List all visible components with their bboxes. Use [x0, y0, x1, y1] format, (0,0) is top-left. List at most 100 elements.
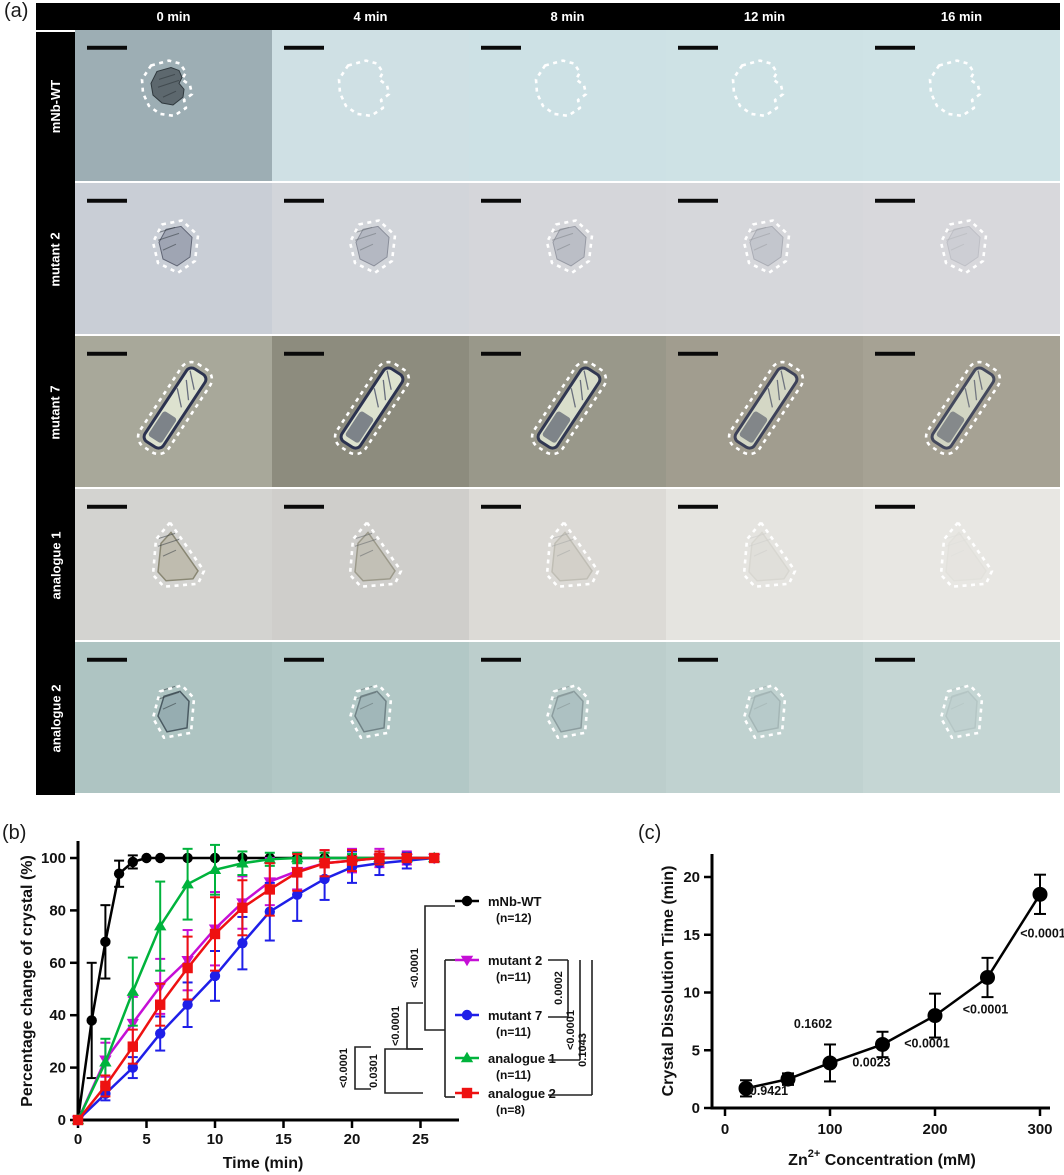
scale-bar: [87, 198, 127, 203]
micrograph-cell-r0-c2: [469, 30, 666, 183]
crystal: [354, 531, 396, 582]
crystal-outline: [742, 521, 797, 588]
scale-bar: [284, 45, 324, 50]
svg-text:5: 5: [692, 1042, 700, 1059]
pvalue-c-1: 0.1602: [794, 1017, 832, 1031]
crystal-outline: [151, 521, 206, 588]
pvalue-left-2: 0.0301: [368, 1054, 380, 1088]
pvalue-c-0: 0.9421: [750, 1084, 788, 1098]
micrograph-cell-r2-c0: [75, 336, 272, 489]
panel-b-label: (b): [2, 822, 27, 844]
chart-b-xlabel: Time (min): [223, 1155, 304, 1172]
scale-bar: [875, 45, 915, 50]
micrograph-cell-r4-c0: [75, 642, 272, 795]
micrograph-cell-r2-c1: [272, 336, 469, 489]
crystal-outline: [348, 219, 397, 275]
crystal: [157, 690, 190, 733]
svg-text:20: 20: [49, 1060, 66, 1077]
scale-bar: [678, 198, 718, 203]
scale-bar: [875, 198, 915, 203]
legend-name-3: analogue 1: [488, 1051, 556, 1066]
legend-name-4: analogue 2: [488, 1086, 556, 1101]
scale-bar: [481, 504, 521, 509]
svg-text:80: 80: [49, 902, 66, 919]
svg-text:100: 100: [817, 1121, 842, 1138]
pvalue-right-0: 0.0002: [553, 971, 565, 1005]
chart-b-ylabel: Percentage change of crystal (%): [19, 855, 36, 1107]
crystal: [945, 690, 978, 733]
scale-bar: [284, 351, 324, 356]
micrograph-cell-r0-c1: [272, 30, 469, 183]
micrograph-cell-r1-c4: [863, 183, 1060, 336]
scale-bar: [284, 657, 324, 662]
legend-n-2: (n=11): [496, 1025, 531, 1039]
micrograph-cell-r3-c4: [863, 489, 1060, 642]
crystal-outline: [534, 59, 588, 118]
scale-bar: [87, 504, 127, 509]
micrograph-cell-r2-c2: [469, 336, 666, 489]
pvalue-c-3: <0.0001: [904, 1037, 950, 1051]
scale-bar: [481, 351, 521, 356]
pvalue-left-3: <0.0001: [338, 1048, 350, 1088]
pvalue-left-0: <0.0001: [409, 948, 421, 988]
pvalue-right-2: 0.1043: [577, 1033, 589, 1067]
crystal-outline: [333, 360, 411, 456]
scale-bar: [284, 504, 324, 509]
svg-text:100: 100: [41, 850, 66, 867]
scale-bar: [678, 504, 718, 509]
panel-c-label: (c): [638, 822, 662, 844]
crystal-outline: [136, 360, 214, 456]
crystal-outline: [151, 219, 200, 275]
crystal: [742, 68, 775, 106]
scale-bar: [87, 351, 127, 356]
time-header-2: 8 min: [550, 9, 585, 24]
micrograph-cell-r4-c2: [469, 642, 666, 795]
crystal: [348, 68, 381, 106]
micrograph-cell-r1-c3: [666, 183, 863, 336]
scale-bar: [875, 657, 915, 662]
crystal: [150, 66, 185, 106]
scale-bar: [284, 198, 324, 203]
time-header-1: 4 min: [353, 9, 388, 24]
sample-label-4: analogue 2: [48, 684, 64, 753]
svg-text:0: 0: [74, 1131, 82, 1148]
crystal-outline: [731, 59, 785, 118]
svg-text:15: 15: [683, 927, 700, 944]
crystal-outline: [939, 219, 988, 275]
scale-bar: [481, 198, 521, 203]
pvalue-c-5: <0.0001: [1020, 926, 1064, 940]
svg-text:20: 20: [344, 1131, 361, 1148]
crystal: [749, 225, 784, 267]
crystal: [354, 690, 387, 733]
sample-label-1: mutant 2: [48, 232, 64, 287]
crystal: [158, 225, 193, 267]
svg-text:300: 300: [1027, 1121, 1052, 1138]
crystal-outline: [545, 521, 600, 588]
legend-name-0: mNb-WT: [488, 894, 541, 909]
sample-label-bar: mNb-WT mutant 2 mutant 7 analogue 1 analogue…: [36, 32, 75, 795]
crystal-outline: [530, 360, 608, 456]
time-header-0: 0 min: [156, 9, 191, 24]
scale-bar: [875, 504, 915, 509]
sample-label-2: mutant 7: [48, 385, 64, 440]
crystal: [552, 225, 587, 267]
crystal-outline: [742, 219, 791, 275]
svg-text:20: 20: [683, 869, 700, 886]
micrograph-grid: [75, 30, 1060, 795]
scale-bar: [678, 657, 718, 662]
scale-bar: [481, 657, 521, 662]
micrograph-cell-r0-c4: [863, 30, 1060, 183]
micrograph-cell-r2-c4: [863, 336, 1060, 489]
crystal: [945, 531, 987, 582]
legend-name-2: mutant 7: [488, 1008, 542, 1023]
micrograph-cell-r0-c3: [666, 30, 863, 183]
crystal: [939, 68, 972, 106]
crystal-outline: [727, 360, 805, 456]
svg-text:5: 5: [142, 1131, 150, 1148]
legend-n-1: (n=11): [496, 970, 531, 984]
pvalue-left-1: <0.0001: [390, 1006, 402, 1046]
crystal-outline: [928, 59, 982, 118]
svg-text:0: 0: [692, 1100, 700, 1117]
chart-c-ylabel: Crystal Dissolution Time (min): [660, 866, 677, 1097]
micrograph-cell-r4-c1: [272, 642, 469, 795]
